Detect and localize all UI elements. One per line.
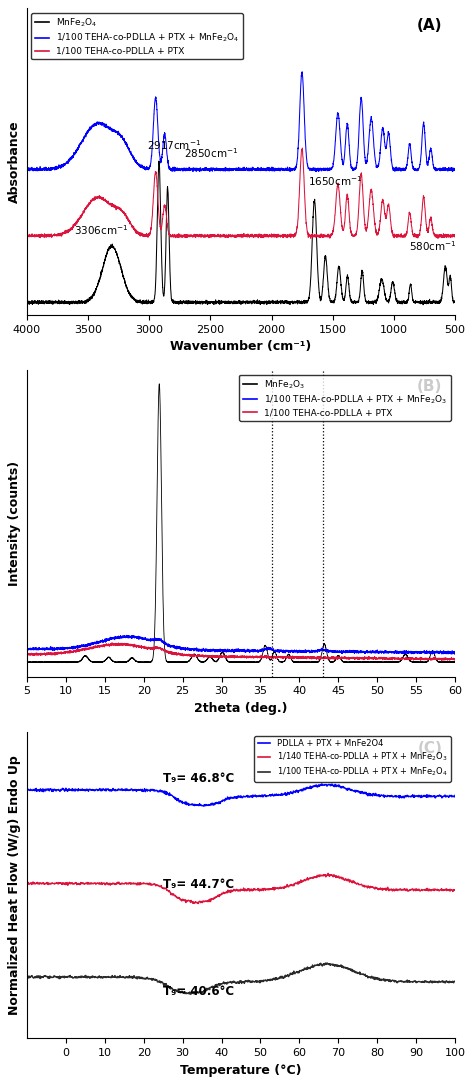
Text: (B): (B) [417,379,442,394]
Y-axis label: Intensity (counts): Intensity (counts) [9,461,21,586]
Text: 1650cm$^{-1}$: 1650cm$^{-1}$ [308,175,363,188]
Text: 2850cm$^{-1}$: 2850cm$^{-1}$ [183,146,238,159]
Text: 580cm$^{-1}$: 580cm$^{-1}$ [409,240,457,253]
X-axis label: Temperature (°C): Temperature (°C) [180,1063,302,1076]
Y-axis label: Absorbance: Absorbance [9,120,21,203]
X-axis label: Wavenumber (cm⁻¹): Wavenumber (cm⁻¹) [170,341,311,354]
Text: T₉= 40.6°C: T₉= 40.6°C [163,985,234,998]
Text: T₉= 44.7°C: T₉= 44.7°C [163,878,234,891]
Text: 2917cm$^{-1}$: 2917cm$^{-1}$ [147,139,201,152]
X-axis label: 2theta (deg.): 2theta (deg.) [194,702,288,715]
Legend: MnFe$_2$O$_3$, 1/100 TEHA-co-PDLLA + PTX + MnFe$_2$O$_3$, 1/100 TEHA-co-PDLLA + : MnFe$_2$O$_3$, 1/100 TEHA-co-PDLLA + PTX… [239,374,451,421]
Legend: PDLLA + PTX + MnFe2O4, 1/140 TEHA-co-PDLLA + PTX + MnFe$_2$O$_3$, 1/100 TEHA-co-: PDLLA + PTX + MnFe2O4, 1/140 TEHA-co-PDL… [255,736,451,781]
Text: (C): (C) [418,741,442,756]
Legend: MnFe$_2$O$_4$, 1/100 TEHA-co-PDLLA + PTX + MnFe$_2$O$_4$, 1/100 TEHA-co-PDLLA + : MnFe$_2$O$_4$, 1/100 TEHA-co-PDLLA + PTX… [31,13,243,60]
Text: T₉= 46.8°C: T₉= 46.8°C [163,771,235,784]
Y-axis label: Normalized Heat Flow (W/g) Endo Up: Normalized Heat Flow (W/g) Endo Up [9,755,21,1014]
Text: 3306cm$^{-1}$: 3306cm$^{-1}$ [74,222,129,237]
Text: (A): (A) [417,17,442,33]
